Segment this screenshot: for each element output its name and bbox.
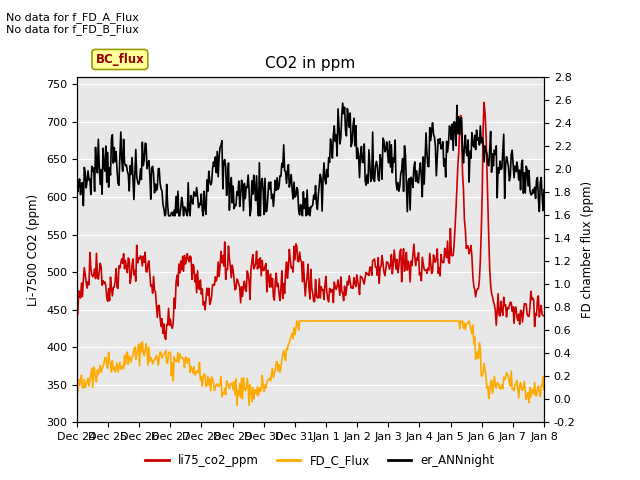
Y-axis label: FD chamber flux (ppm): FD chamber flux (ppm) <box>581 181 594 318</box>
Legend: li75_co2_ppm, FD_C_Flux, er_ANNnight: li75_co2_ppm, FD_C_Flux, er_ANNnight <box>140 449 500 472</box>
Y-axis label: Li-7500 CO2 (ppm): Li-7500 CO2 (ppm) <box>28 193 40 306</box>
Title: CO2 in ppm: CO2 in ppm <box>265 57 356 72</box>
Text: No data for f_FD_A_Flux: No data for f_FD_A_Flux <box>6 12 140 23</box>
Text: No data for f_FD_B_Flux: No data for f_FD_B_Flux <box>6 24 140 35</box>
Text: BC_flux: BC_flux <box>95 53 144 66</box>
